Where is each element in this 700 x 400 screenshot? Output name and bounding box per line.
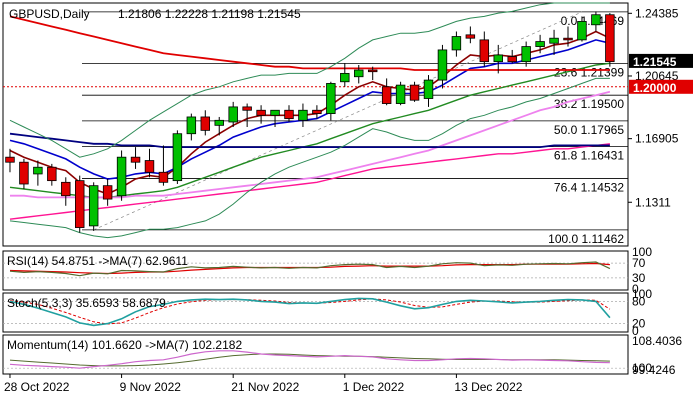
candle-body-36	[507, 56, 517, 63]
fib-trend-line	[93, 11, 583, 231]
x-tick-label-3: 1 Dec 2022	[343, 380, 405, 394]
candle-body-0	[5, 156, 15, 163]
candle-body-5	[75, 180, 85, 228]
candle-body-11	[158, 171, 169, 183]
candle-body-30	[423, 79, 434, 99]
candle-body-16	[228, 106, 238, 123]
candle-body-12	[172, 133, 183, 182]
mom-tick-label-1: 99.4246	[632, 363, 676, 377]
stoch-label: Stoch(5,3,3) 35.6593 58.6879	[7, 296, 166, 310]
candle-body-7	[102, 185, 113, 200]
price-tick-label-2: 1.16905	[635, 132, 679, 146]
candle-body-33	[465, 34, 476, 39]
indicator-line-6	[9, 15, 610, 71]
price-tag-label-0: 1.21545	[633, 55, 677, 69]
candle-body-6	[88, 185, 99, 227]
price-tick-label-0: 1.24385	[635, 6, 679, 20]
indicator-line-8	[9, 77, 610, 239]
candle-body-29	[409, 84, 420, 101]
price-tag-bg-1	[629, 79, 693, 94]
stoch-tick-label-3: 0	[632, 324, 639, 338]
fib-label-4: 61.8 1.16431	[554, 149, 624, 163]
candle-body-20	[284, 109, 294, 120]
indicator-line-4	[9, 143, 610, 220]
rsi-tick-label-1: 70	[632, 256, 646, 270]
price-tick-label-3: 1.1311	[635, 195, 671, 209]
price-tick-label-1: 1.20645	[635, 69, 679, 83]
candle-body-24	[340, 72, 350, 83]
fib-label-3: 50.0 1.17965	[554, 123, 624, 137]
fib-label-5: 76.4 1.14532	[554, 180, 624, 194]
x-tick-label-4: 13 Dec 2022	[454, 380, 522, 394]
fib-label-2: 38.2 1.19500	[554, 97, 624, 111]
candle-body-34	[479, 39, 490, 63]
rsi-tick-label-3: 0	[632, 282, 639, 296]
rsi-label: RSI(14) 54.8751 ->MA(7) 62.9611	[7, 254, 188, 268]
candle-body-15	[214, 119, 224, 126]
stoch-tick-label-1: 80	[632, 294, 646, 308]
momentum-label: Momentum(14) 101.6620 ->MA(7) 102.2182	[7, 338, 242, 352]
candle-body-28	[395, 84, 406, 104]
candle-body-40	[563, 37, 573, 41]
indicator-line-5	[9, 132, 610, 149]
candle-body-27	[381, 86, 392, 104]
candle-body-37	[521, 46, 531, 63]
indicator-line-7	[9, 2, 610, 158]
candle-body-1	[19, 161, 29, 185]
stoch-tick-label-0: 100	[632, 287, 652, 301]
mom-series-1	[9, 350, 610, 369]
indicator-line-1	[9, 39, 611, 180]
stoch-layer	[3, 297, 628, 327]
candle-body-19	[270, 109, 280, 116]
candle-body-38	[535, 41, 545, 47]
stoch-series-1	[9, 297, 611, 327]
x-tick-label-2: 21 Nov 2022	[231, 380, 299, 394]
candle-body-43	[605, 14, 615, 63]
rsi-series-1	[9, 261, 611, 277]
fib-label-6: 100.0 1.11462	[548, 232, 624, 246]
rsi-layer	[3, 261, 628, 279]
x-tick-label-0: 28 Oct 2022	[4, 380, 70, 394]
mom-tick-label-2: 100	[632, 361, 652, 375]
candle-body-21	[298, 109, 308, 121]
candle-body-2	[33, 166, 43, 175]
candle-body-32	[451, 36, 462, 51]
momentum-panel	[2, 334, 629, 375]
mom-tick-label-0: 108.4036	[632, 334, 682, 348]
x-tick-label-1: 9 Nov 2022	[120, 380, 182, 394]
price-tag-bg-0	[629, 53, 693, 68]
candle-body-22	[312, 109, 322, 115]
stoch-panel	[2, 292, 629, 333]
axis-layer: 1.24385 1.20645 1.16905 1.1311 1.21545 1.2000…	[4, 6, 693, 394]
candle-body-39	[549, 37, 559, 44]
fib-label-1: 23.6 1.21399	[554, 65, 624, 79]
stoch-tick-label-2: 20	[632, 317, 646, 331]
candle-body-13	[186, 116, 197, 135]
candle-body-23	[326, 83, 336, 115]
candle-body-14	[200, 116, 211, 131]
candle-body-4	[61, 181, 71, 197]
candle-body-41	[577, 21, 587, 41]
ohlc-header: 1.21806 1.22228 1.21198 1.21545	[118, 7, 301, 21]
candle-body-35	[493, 54, 503, 63]
rsi-tick-label-2: 30	[632, 271, 646, 285]
candle-body-10	[144, 160, 155, 173]
candle-body-9	[130, 156, 141, 163]
rsi-panel	[2, 250, 629, 291]
candle-body-17	[242, 106, 252, 111]
candle-body-18	[256, 109, 266, 116]
rsi-tick-label-0: 100	[632, 245, 652, 259]
candle-body-3	[47, 166, 57, 182]
price-tag-label-1: 1.20000	[633, 81, 677, 95]
momentum-layer	[3, 350, 628, 369]
candle-body-31	[437, 49, 448, 81]
symbol-label: GBPUSD,Daily	[9, 7, 90, 21]
candle-body-42	[591, 14, 601, 26]
candle-body-8	[116, 156, 127, 197]
candle-body-25	[354, 69, 364, 78]
candle-body-26	[367, 69, 378, 73]
